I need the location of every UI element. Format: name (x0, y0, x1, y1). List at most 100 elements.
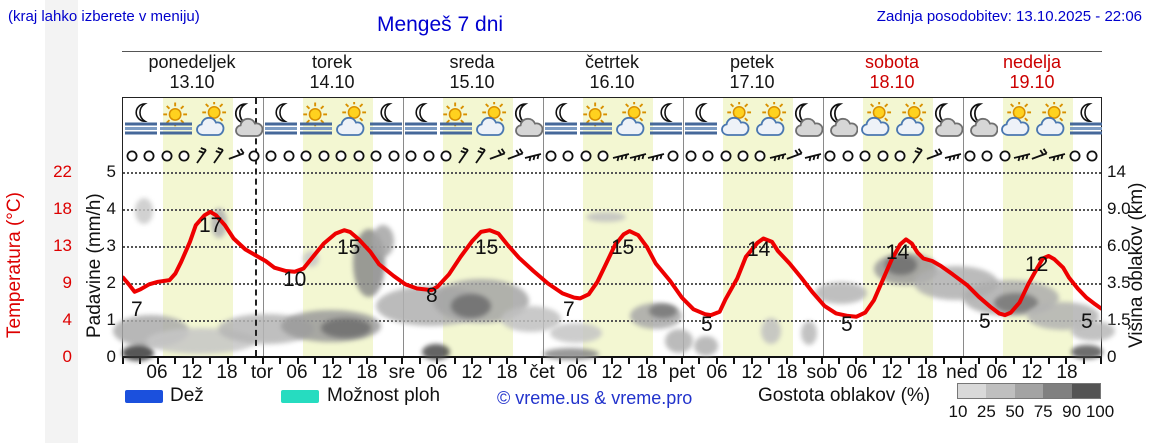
x-axis-tick (698, 358, 701, 364)
wind-barb-icon (228, 147, 246, 165)
last-updated: Zadnja posodobitev: 13.10.2025 - 22:06 (876, 8, 1142, 25)
x-axis-tick (122, 358, 124, 364)
x-axis-tick (872, 358, 875, 364)
temp-value-label: 14 (747, 238, 771, 261)
header-divider (122, 51, 1102, 52)
temp-value-label: 5 (701, 313, 713, 336)
page-title: Mengeš 7 dni (376, 13, 504, 36)
temp-value-label: 17 (199, 214, 223, 237)
x-axis-tick (349, 358, 352, 364)
cloud-scale-segment (958, 384, 987, 398)
x-axis-label: 18 (216, 362, 238, 383)
x-axis-tick (680, 358, 683, 364)
cloud-blob (372, 225, 394, 257)
cloud-scale-value: 90 (1062, 402, 1082, 421)
x-axis-tick (541, 358, 544, 364)
moon-fog-icon (369, 102, 403, 138)
x-axis-tick (645, 358, 648, 364)
x-axis-tick (890, 358, 893, 364)
wind-barb-icon (1031, 147, 1049, 165)
temp-value-label: 5 (979, 310, 991, 333)
daytime-band (723, 98, 793, 356)
copyright-link[interactable]: © vreme.us & vreme.pro (497, 388, 693, 408)
day-header-name: četrtek (584, 52, 640, 72)
x-axis-label: 18 (496, 362, 518, 383)
wind-calm-icon (402, 147, 420, 165)
temp-value-label: 10 (283, 268, 307, 291)
temp-tick-label: 4 (62, 310, 72, 329)
wind-barb-icon (786, 147, 804, 165)
day-header-name: ponedeljek (148, 52, 236, 72)
x-axis-label: 06 (146, 362, 168, 383)
temp-tick-label: 22 (53, 162, 72, 181)
cloud-blob (1071, 321, 1115, 341)
temperature-curve (123, 98, 1101, 356)
x-axis-label: 06 (286, 362, 308, 383)
wind-barb-icon (1013, 147, 1031, 165)
gridline (123, 283, 1101, 285)
x-axis-tick (942, 358, 945, 364)
cloud-blob (649, 304, 677, 318)
x-axis-tick (209, 358, 212, 364)
x-axis-tick (471, 358, 474, 364)
wind-barb-icon (1048, 147, 1066, 165)
cloud-height-tick-label: 1.5 (1107, 310, 1131, 329)
x-axis-tick (1065, 358, 1068, 364)
wind-calm-icon (385, 147, 403, 165)
moon-cloud-icon (789, 102, 823, 138)
temp-value-label: 15 (337, 236, 361, 259)
x-axis-tick (907, 358, 910, 364)
wind-calm-icon (1066, 147, 1084, 165)
moon-cloud-icon (824, 102, 858, 138)
day-header-date: 18.10 (869, 72, 915, 92)
temp-value-label: 12 (1025, 253, 1049, 276)
wind-barb-icon (909, 147, 927, 165)
wind-barb-icon (524, 147, 542, 165)
temp-value-label: 5 (1081, 310, 1093, 333)
x-axis-label: tor (250, 362, 274, 383)
showers-legend-swatch (281, 390, 319, 403)
wind-calm-icon (594, 147, 612, 165)
cloud-blob (501, 306, 561, 332)
wind-calm-icon (332, 147, 350, 165)
showers-legend-label: Možnost ploh (327, 385, 441, 406)
temp-value-label: 15 (611, 236, 635, 259)
wind-calm-icon (751, 147, 769, 165)
cloud-height-tick-label: 0 (1107, 347, 1117, 366)
wind-calm-icon (874, 147, 892, 165)
sun-cloud-icon (474, 102, 508, 138)
x-axis-tick (244, 358, 247, 364)
temp-tick-label: 13 (53, 236, 72, 255)
precip-tick-label: 2 (106, 273, 116, 292)
wind-calm-icon (175, 147, 193, 165)
x-axis-tick (436, 358, 439, 364)
moon-fog-icon (264, 102, 298, 138)
wind-barb-icon (804, 147, 822, 165)
day-header-name: sreda (449, 52, 495, 72)
x-axis-tick (366, 358, 369, 364)
wind-calm-icon (420, 147, 438, 165)
cloud-density-legend-label: Gostota oblakov (%) (758, 385, 931, 406)
x-axis-tick (331, 358, 334, 364)
precip-tick-label: 1 (106, 310, 116, 329)
wind-calm-icon (699, 147, 717, 165)
x-axis-tick (1082, 358, 1085, 364)
sun-cloud-icon (719, 102, 753, 138)
cloud-blob (550, 323, 602, 343)
x-axis-tick (838, 358, 841, 364)
sun-cloud-icon (1034, 102, 1068, 138)
wind-barb-icon (647, 147, 665, 165)
x-axis-tick (506, 358, 509, 364)
wind-calm-icon (839, 147, 857, 165)
moon-cloud-icon (929, 102, 963, 138)
sun-cloud-icon (859, 102, 893, 138)
x-axis-label: 12 (881, 362, 903, 383)
x-axis-tick (1030, 358, 1033, 364)
x-axis-label: 18 (636, 362, 658, 383)
cloud-blob (321, 318, 371, 338)
day-header-date: 15.10 (449, 72, 495, 92)
x-axis-tick (139, 358, 142, 364)
x-axis-label: čet (529, 362, 555, 383)
cloud-blob (1071, 345, 1103, 359)
x-axis-tick (488, 358, 491, 364)
